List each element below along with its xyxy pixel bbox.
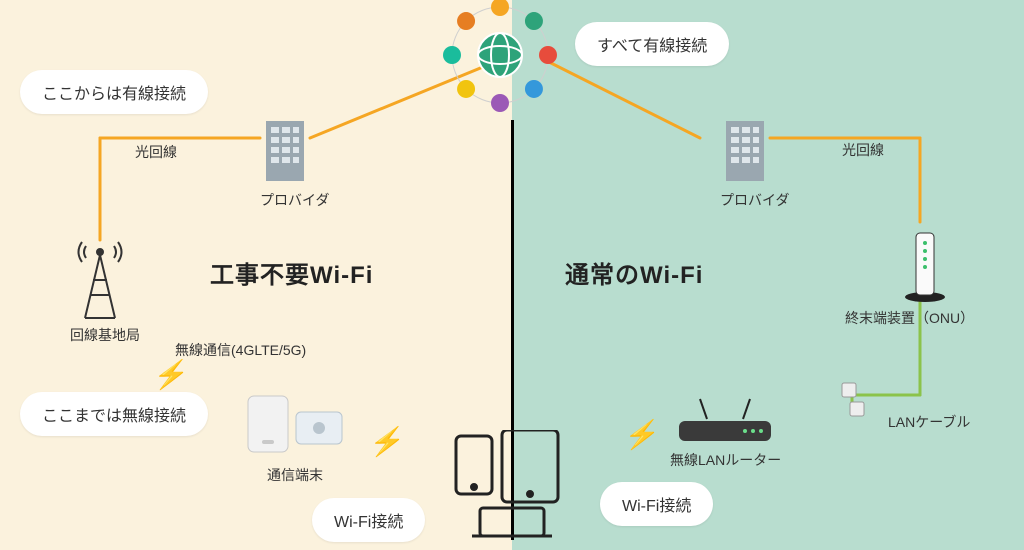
lightning-icon: ⚡ <box>623 418 663 451</box>
lightning-icon: ⚡ <box>152 358 192 391</box>
client-devices-icon <box>442 430 582 545</box>
callout-wifi-left: Wi-Fi接続 <box>312 498 425 542</box>
callout-wireless-until-here: ここまでは無線接続 <box>20 392 208 436</box>
label-wireless-left: 無線通信(4GLTE/5G) <box>175 340 306 360</box>
base-station-icon: 回線基地局 <box>70 240 140 345</box>
callout-wired-from-here: ここからは有線接続 <box>20 70 208 114</box>
lan-cable-icon <box>838 380 868 425</box>
label-optical-right: 光回線 <box>842 140 884 160</box>
heading-left: 工事不要Wi-Fi <box>210 255 373 290</box>
wireless-router-icon: 無線LANルーター <box>670 395 780 470</box>
provider-building-icon: プロバイダ <box>260 115 320 210</box>
provider-label-left: プロバイダ <box>260 190 320 210</box>
callout-wifi-right: Wi-Fi接続 <box>600 482 713 526</box>
router-label: 無線LANルーター <box>670 450 780 470</box>
terminal-label: 通信端末 <box>240 465 350 485</box>
lightning-icon: ⚡ <box>368 425 408 458</box>
provider-label-right: プロバイダ <box>720 190 780 210</box>
base-station-label: 回線基地局 <box>70 325 140 345</box>
internet-globe-icon <box>440 0 560 115</box>
label-lan-right: LANケーブル <box>888 412 970 432</box>
label-optical-left: 光回線 <box>135 142 177 162</box>
communication-terminal-icon: 通信端末 <box>240 390 350 485</box>
provider-building-icon: プロバイダ <box>720 115 780 210</box>
callout-all-wired: すべて有線接続 <box>575 22 729 66</box>
onu-label: 終末端装置（ONU） <box>845 308 960 328</box>
onu-device-icon: 終末端装置（ONU） <box>890 225 960 328</box>
heading-right: 通常のWi-Fi <box>565 255 703 290</box>
